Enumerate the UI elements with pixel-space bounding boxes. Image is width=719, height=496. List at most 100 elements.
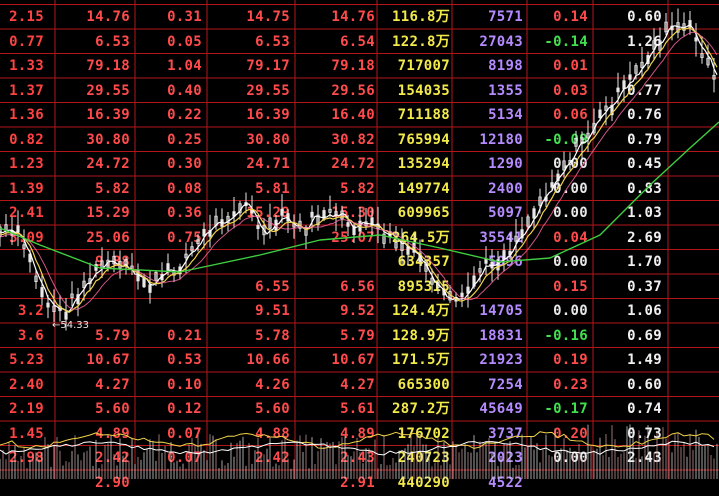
- quote-cell: [688, 397, 719, 422]
- quote-cell: 171.5万: [392, 352, 450, 368]
- quote-cell: 0.03: [553, 82, 588, 99]
- quote-cell: [455, 275, 523, 300]
- quote-cell: 5134: [488, 107, 523, 123]
- quote-cell: 634357: [397, 254, 450, 270]
- quote-cell: 2.42: [95, 450, 130, 466]
- quote-row[interactable]: 0.77 6.53 0.05 6.53 6.54 122.8万 27043 -0.14 1.26: [0, 30, 719, 55]
- quote-cell: 0.00: [553, 450, 588, 466]
- quote-cell: -0.09: [544, 131, 588, 148]
- quote-cell: 27043: [479, 33, 523, 50]
- quote-row[interactable]: 6.55 6.56 895315 0.15 0.37: [0, 275, 719, 300]
- quote-row[interactable]: 3.6 5.79 0.21 5.78 5.79 128.9万 18831 -0.16 0.69: [0, 324, 719, 349]
- quote-row[interactable]: 9.88 634357 5096 0.00 1.70: [0, 250, 719, 275]
- quote-cell: 0.00: [553, 303, 588, 319]
- quote-cell: 765994: [397, 131, 450, 148]
- quote-cell: 0.14: [553, 9, 588, 25]
- quote-cell: 14705: [479, 303, 523, 319]
- quote-cell: 1: [688, 5, 719, 30]
- quote-row[interactable]: 1.45 4.89 0.07 4.88 4.89 176702 3737 0.20 0.73: [0, 422, 719, 447]
- quote-cell: 2.40: [9, 376, 44, 393]
- quote-cell: 1.26: [627, 33, 662, 50]
- quote-row[interactable]: 1.36 16.39 0.22 16.39 16.40 711188 5134 0.06 0.7…: [0, 103, 719, 128]
- quote-cell: 0.60: [627, 9, 662, 25]
- quote-cell: 0.25: [167, 131, 202, 148]
- quote-cell: 14.75: [246, 9, 290, 25]
- quote-cell: 0.07: [167, 450, 202, 466]
- quote-cell: 3737: [488, 425, 523, 442]
- quote-cell: 25.07: [331, 229, 375, 246]
- quote-cell: 12180: [479, 131, 523, 148]
- quote-cell: 124.4万: [392, 303, 450, 319]
- quote-cell: 0.77: [9, 33, 44, 50]
- quote-cell: 24.72: [331, 156, 375, 172]
- quote-cell: [210, 226, 290, 251]
- quote-row[interactable]: 1.37 29.55 0.40 29.55 29.56 154035 1355 0.03 0.7…: [0, 79, 719, 104]
- quote-cell: 0.23: [553, 376, 588, 393]
- quote-row[interactable]: 2.41 15.29 0.36 15.29 15.30 609965 5097 0.00 1.0…: [0, 201, 719, 226]
- quote-row[interactable]: 0.82 30.80 0.25 30.80 30.82 765994 12180 -0.09 0…: [0, 128, 719, 153]
- quote-cell: [688, 373, 719, 398]
- quote-cell: 14.76: [86, 9, 130, 25]
- quote-row[interactable]: 1.39 5.82 0.08 5.81 5.82 149774 2400 0.00 0.83: [0, 177, 719, 202]
- quote-cell: 1.49: [627, 352, 662, 368]
- quote-cell: 1.03: [627, 205, 662, 221]
- quote-cell: [210, 250, 290, 275]
- low-arrow: ←: [52, 320, 61, 331]
- quote-cell: 3.2: [17, 303, 44, 319]
- quote-row[interactable]: 2.40 4.27 0.10 4.26 4.27 665300 7254 0.23 0.60: [0, 373, 719, 398]
- quote-cell: 1: [688, 348, 719, 373]
- quote-cell: -0.17: [544, 401, 588, 417]
- quote-cell: 6.56: [340, 278, 375, 295]
- quote-cell: 0.04: [553, 229, 588, 246]
- quote-cell: 4522: [488, 474, 523, 491]
- quote-row[interactable]: 1.23 24.72 0.30 24.71 24.72 135294 1290 0.00 0.4…: [0, 152, 719, 177]
- quote-cell: 1355: [488, 82, 523, 99]
- quote-cell: 18831: [479, 327, 523, 344]
- quote-cell: 2.19: [9, 401, 44, 417]
- quote-cell: 2.43: [340, 450, 375, 466]
- quote-cell: 79.17: [246, 58, 290, 74]
- quote-cell: 240723: [397, 450, 450, 466]
- quote-cell: 5.79: [340, 327, 375, 344]
- quote-cell: 2023: [488, 450, 523, 466]
- quote-cell: [530, 471, 588, 496]
- quote-cell: 0.76: [627, 107, 662, 123]
- quote-cell: [688, 128, 719, 153]
- quote-cell: 2.90: [95, 474, 130, 491]
- quote-cell: 4.89: [340, 425, 375, 442]
- quote-cell: 2.98: [9, 450, 44, 466]
- quote-cell: 25.06: [86, 229, 130, 246]
- quote-cell: 1.06: [627, 303, 662, 319]
- quote-cell: 1.39: [9, 180, 44, 197]
- quote-cell: 2.15: [9, 9, 44, 25]
- quote-cell: 116.8万: [392, 9, 450, 25]
- quote-row[interactable]: 3.09 25.06 0.75 25.07 264.5万 35541 0.04 2.69 2: [0, 226, 719, 251]
- quote-cell: 717007: [397, 58, 450, 74]
- quote-cell: 0.31: [167, 9, 202, 25]
- quote-cell: [0, 275, 44, 300]
- quote-cell: [688, 152, 719, 177]
- quote-cell: 6.54: [340, 33, 375, 50]
- quote-cell: [210, 471, 290, 496]
- quote-cell: 5.82: [95, 180, 130, 197]
- quote-row[interactable]: 2.15 14.76 0.31 14.75 14.76 116.8万 7571 0.14 0.6…: [0, 5, 719, 30]
- quote-row[interactable]: 3.2 9.51 9.52 124.4万 14705 0.00 1.06: [0, 299, 719, 324]
- quote-cell: 1290: [488, 156, 523, 172]
- quote-cell: 1.33: [9, 58, 44, 74]
- quote-row[interactable]: 2.98 2.42 0.07 2.42 2.43 240723 2023 0.00 2.43: [0, 446, 719, 471]
- quote-cell: 711188: [397, 107, 450, 123]
- quote-cell: [140, 275, 202, 300]
- quote-cell: 0.40: [167, 82, 202, 99]
- quote-cell: 2.41: [9, 205, 44, 221]
- quote-row[interactable]: 2.90 2.91 440290 4522: [0, 471, 719, 496]
- quote-cell: 10.67: [86, 352, 130, 368]
- quote-cell: 135294: [397, 156, 450, 172]
- quote-cell: 4.89: [95, 425, 130, 442]
- quote-cell: 4.27: [95, 376, 130, 393]
- quote-row[interactable]: 5.23 10.67 0.53 10.66 10.67 171.5万 21923 0.19 1.…: [0, 348, 719, 373]
- quote-cell: 9.51: [255, 303, 290, 319]
- quote-row[interactable]: 2.19 5.60 0.12 5.60 5.61 287.2万 45649 -0.17 0.74: [0, 397, 719, 422]
- quote-cell: -0.14: [544, 33, 588, 50]
- quote-row[interactable]: 1.33 79.18 1.04 79.17 79.18 717007 8198 0.01 1: [0, 54, 719, 79]
- quote-cell: [140, 299, 202, 324]
